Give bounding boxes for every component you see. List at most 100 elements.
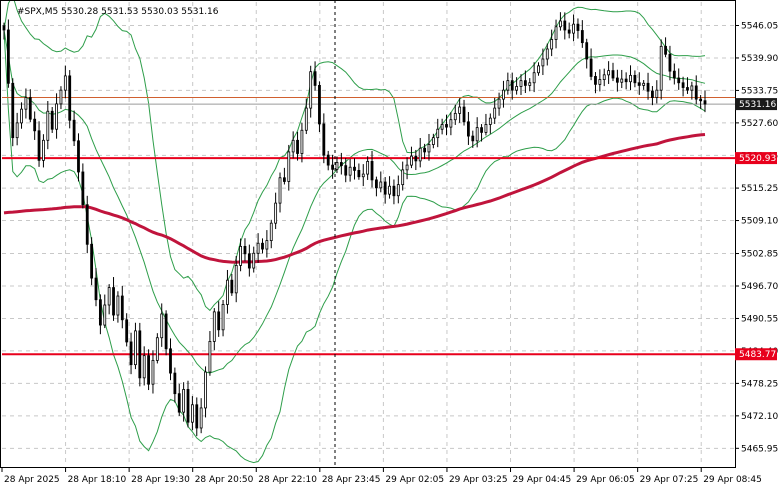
candle-body [607,70,611,76]
candle-body [217,311,221,331]
candle-body [11,82,15,139]
candle-body [467,121,470,137]
candle-body [545,48,549,60]
candle-body [453,112,457,121]
candle-body [125,319,129,343]
price-tags: 5520.93 5483.77 5531.16 [735,98,777,361]
chart-title: #SPX,M5 5530.28 5531.53 5530.03 5531.16 [17,7,219,17]
y-tick-label: 5515.25 [741,184,778,194]
candle-body [659,45,663,91]
level-tag: 5520.93 [739,154,776,164]
candle-body [182,389,186,413]
candle-body [405,164,409,171]
candle-body [427,144,431,153]
candle-body [37,130,41,161]
candle-body [339,162,343,167]
candle-body [239,246,242,266]
candle-body [690,85,694,91]
candle-body [410,155,413,166]
x-tick-label: 29 Apr 02:05 [385,475,444,485]
candle-body [348,166,352,176]
candle-body [414,155,418,162]
candle-body [6,29,10,84]
candle-body [550,39,554,50]
x-tick-label: 28 Apr 20:50 [195,475,254,485]
x-tick-label: 28 Apr 2025 [4,475,60,485]
candle-body [488,117,492,125]
candle-body [173,372,177,395]
candle-body [423,147,427,153]
candle-body [164,313,168,350]
candle-body [480,127,483,133]
candle-body [418,147,422,162]
y-tick-label: 5490.55 [741,314,778,324]
candle-body [392,185,396,197]
candle-body [357,169,361,178]
candle-body [129,341,133,366]
candle-body [615,77,619,83]
candle-body [112,287,115,316]
candle-body [313,71,317,86]
candle-body [580,30,584,44]
candle-body [212,311,216,342]
x-tick-label: 28 Apr 22:10 [258,475,317,485]
candle-body [50,110,54,130]
candle-body [261,242,264,250]
candle-body [497,98,501,109]
candle-body [637,82,641,86]
candle-body [269,222,273,241]
candle-body [274,202,278,224]
candle-body [519,80,523,87]
candle-body [388,185,391,195]
y-tick-label: 5539.90 [741,54,778,64]
candle-body [620,78,624,83]
candle-body [515,86,519,91]
y-tick-label: 5509.10 [741,217,778,227]
candle-body [484,124,488,133]
candle-body [449,119,453,128]
candle-body [703,100,707,105]
candle-body [59,89,63,105]
candle-body [541,58,545,67]
x-tick-label: 28 Apr 19:30 [131,475,190,485]
candle-body [563,20,567,31]
candle-body [651,90,654,98]
candle-body [234,265,238,294]
moving-average [3,133,706,264]
price-levels [2,97,735,356]
level-tag-bg [735,348,777,361]
candle-body [471,135,475,142]
candle-body [195,404,199,429]
candle-body [672,70,676,79]
candle-body [629,74,632,83]
plot-border [0,0,736,468]
candle-body [686,87,689,91]
candle-body [585,42,589,60]
y-tick-label: 5546.05 [741,21,778,31]
plot-area [0,0,735,468]
candle-body [24,97,28,110]
candle-body [375,179,378,189]
candle-body [379,181,383,189]
x-tick-label: 29 Apr 03:25 [449,475,508,485]
candle-body [322,123,326,156]
candle-body [344,165,348,176]
candle-body [699,98,703,102]
candle-body [138,330,142,379]
candle-body [559,20,562,28]
candle-body [383,181,387,195]
candle-body [134,330,137,366]
candle-body [151,360,155,385]
candle-body [190,404,194,423]
candle-body [309,71,313,109]
candle-body [655,89,659,98]
candle-body [221,304,225,331]
candle-body [642,82,646,86]
x-axis: 28 Apr 2025 28 Apr 18:10 28 Apr 19:30 28 Ap… [1,468,762,485]
x-tick-label: 29 Apr 08:45 [703,475,762,485]
candle-body [177,393,181,413]
candle-body [431,137,435,145]
candle-body [594,76,597,85]
y-axis: 5546.055539.905533.755527.605521.455515.… [735,21,778,454]
